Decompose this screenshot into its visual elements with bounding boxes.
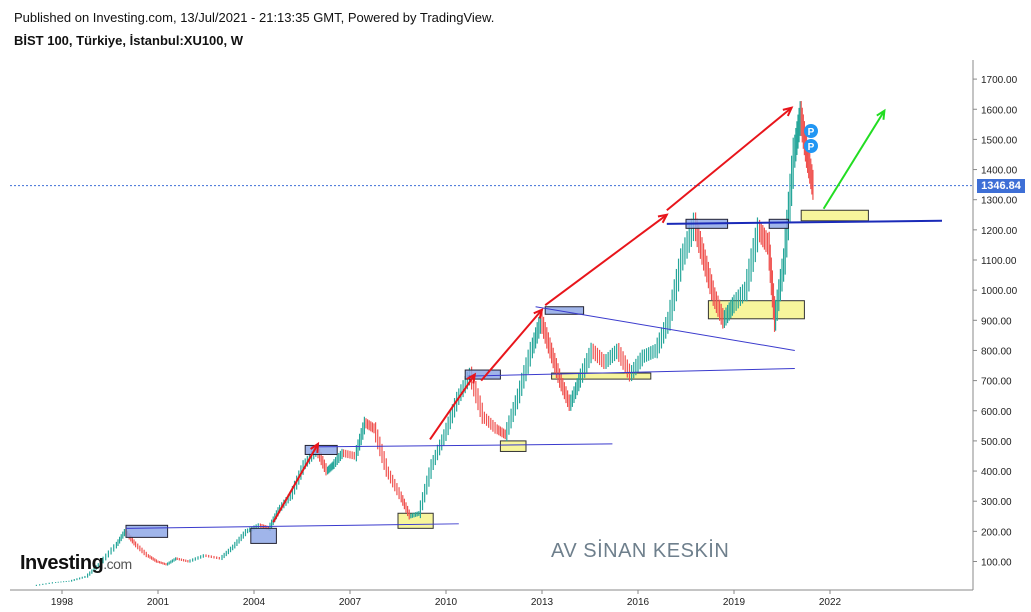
logo-suffix: .com — [103, 556, 132, 572]
trend-arrow-red — [544, 213, 668, 307]
x-tick-label: 2001 — [147, 597, 170, 608]
marker-badge — [804, 124, 818, 138]
y-tick-label: 1300.00 — [981, 196, 1018, 207]
x-tick-label: 2022 — [819, 597, 842, 608]
support-zone-yellow — [800, 209, 869, 222]
y-tick-label: 400.00 — [981, 467, 1012, 478]
trend-arrow-green — [822, 110, 886, 210]
trend-arrow-red-head — [657, 213, 669, 224]
trend-arrow-green-head — [876, 108, 886, 120]
y-tick-label: 700.00 — [981, 377, 1012, 388]
trend-arrow-red — [429, 374, 476, 440]
trend-arrow-red-head — [466, 372, 477, 384]
resistance-zone-blue — [304, 444, 338, 455]
y-tick-label: 100.00 — [981, 558, 1012, 569]
x-tick-label: 2016 — [627, 597, 650, 608]
marker-label: P — [808, 142, 815, 153]
x-tick-label: 2007 — [339, 597, 362, 608]
y-tick-label: 600.00 — [981, 407, 1012, 418]
support-zone-yellow — [499, 440, 527, 452]
y-tick-label: 800.00 — [981, 346, 1012, 357]
y-tick-label: 1400.00 — [981, 166, 1018, 177]
symbol-title: BİST 100, Türkiye, İstanbul:XU100, W — [14, 33, 244, 48]
y-tick-label: 300.00 — [981, 497, 1012, 508]
marker-label: P — [808, 127, 815, 138]
trend-arrow-red-head — [310, 441, 320, 453]
y-tick-label: 1200.00 — [981, 226, 1018, 237]
trend-arrow-red-head — [782, 106, 794, 117]
trendline — [468, 368, 795, 377]
x-tick-label: 2004 — [243, 597, 266, 608]
y-tick-label: 500.00 — [981, 437, 1012, 448]
investing-logo: Investing.com — [20, 552, 132, 575]
author-watermark: AV SİNAN KESKİN — [551, 540, 730, 562]
logo-text: Investing — [20, 552, 104, 574]
resistance-zone-blue — [250, 527, 277, 544]
x-tick-label: 2019 — [723, 597, 746, 608]
trendline — [666, 219, 943, 225]
x-tick-label: 2010 — [435, 597, 458, 608]
x-tick-label: 2013 — [531, 597, 554, 608]
y-tick-label: 1700.00 — [981, 75, 1018, 86]
published-note: Published on Investing.com, 13/Jul/2021 … — [14, 10, 495, 25]
resistance-zone-blue — [544, 306, 585, 315]
trendline — [311, 443, 613, 448]
trend-arrow-red — [480, 309, 543, 382]
y-tick-label: 900.00 — [981, 316, 1012, 327]
trendline — [125, 523, 459, 529]
trendline — [535, 306, 795, 351]
marker-badge — [804, 139, 818, 153]
y-tick-label: 1600.00 — [981, 105, 1018, 116]
y-tick-label: 1000.00 — [981, 286, 1018, 297]
resistance-zone-blue — [125, 524, 169, 538]
trend-arrow-red-head — [533, 308, 544, 319]
trend-arrow-red — [666, 106, 793, 212]
trend-arrow-red — [272, 443, 319, 523]
x-tick-label: 1998 — [51, 597, 74, 608]
y-tick-label: 1100.00 — [981, 256, 1017, 267]
y-tick-label: 1500.00 — [981, 135, 1018, 146]
current-price-tag: 1346.84 — [977, 178, 1025, 193]
resistance-zone-blue — [768, 218, 789, 229]
y-tick-label: 200.00 — [981, 527, 1012, 538]
